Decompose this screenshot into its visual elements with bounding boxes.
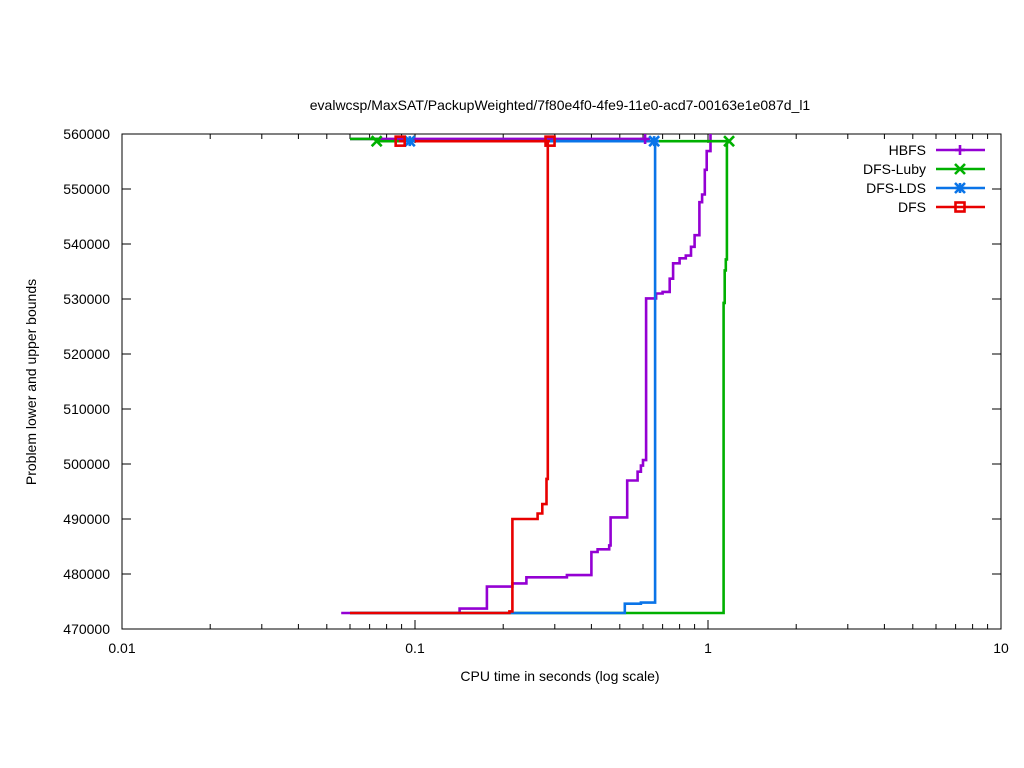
y-tick-label: 530000 (63, 291, 110, 307)
chart-title: evalwcsp/MaxSAT/PackupWeighted/7f80e4f0-… (310, 97, 811, 113)
series-dfs-marker (544, 135, 556, 147)
legend: HBFS DFS-Luby DFS-LDS DFS (863, 142, 985, 215)
series-dfs-luby-lower-line (350, 141, 729, 615)
y-tick-label: 560000 (63, 126, 110, 142)
series-dfs-lds-marker (648, 135, 661, 148)
series-dfs-lower-line (350, 141, 550, 615)
legend-label-dfs: DFS (898, 199, 926, 215)
legend-marker-dfs-lds (954, 182, 966, 194)
legend-label-hbfs: HBFS (889, 142, 926, 158)
series-hbfs-lower-line (341, 134, 712, 615)
y-tick-label: 520000 (63, 346, 110, 362)
series-dfs-lds-marker (403, 135, 416, 148)
axes: 470000 480000 490000 500000 510000 520000 5300… (63, 126, 1009, 656)
y-tick-label: 510000 (63, 401, 110, 417)
y-axis-label: Problem lower and upper bounds (23, 279, 39, 485)
x-tick-label: 0.01 (108, 640, 135, 656)
y-tick-label: 470000 (63, 621, 110, 637)
legend-marker-dfs-luby (954, 163, 966, 175)
x-tick-label: 1 (704, 640, 712, 656)
y-tick-label: 550000 (63, 181, 110, 197)
series-hbfs-marker (640, 133, 651, 144)
series-layer (341, 134, 730, 615)
x-tick-label: 10 (993, 640, 1009, 656)
plot-frame (121, 133, 1002, 630)
legend-marker-hbfs (955, 145, 965, 155)
y-tick-label: 480000 (63, 566, 110, 582)
y-tick-label: 540000 (63, 236, 110, 252)
legend-label-dfs-lds: DFS-LDS (866, 180, 926, 196)
series-dfs-lds-lower-line (350, 141, 657, 615)
marker-layer (370, 133, 735, 148)
y-tick-label: 500000 (63, 456, 110, 472)
series-dfs-luby-marker (723, 135, 735, 148)
x-tick-label: 0.1 (405, 640, 425, 656)
x-axis-label: CPU time in seconds (log scale) (460, 668, 659, 684)
series-dfs-luby-marker (370, 135, 383, 148)
legend-label-dfs-luby: DFS-Luby (863, 161, 926, 177)
series-dfs-marker (394, 135, 406, 147)
y-tick-label: 490000 (63, 511, 110, 527)
legend-marker-dfs (954, 201, 966, 213)
